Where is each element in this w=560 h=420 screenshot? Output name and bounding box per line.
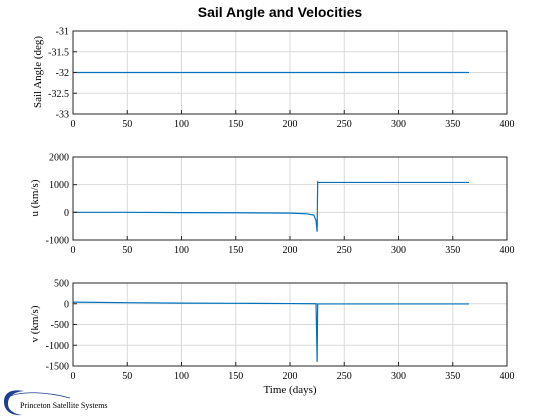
y-tick-label: 2000 bbox=[49, 153, 69, 164]
y-tick-label: -1000 bbox=[46, 341, 69, 352]
y-tick-label: -32 bbox=[56, 68, 69, 79]
x-tick-label: 50 bbox=[122, 119, 132, 130]
x-tick-label: 0 bbox=[71, 371, 76, 382]
y-tick-label: -32.5 bbox=[48, 89, 69, 100]
x-tick-label: 50 bbox=[122, 245, 132, 256]
x-tick-label: 350 bbox=[445, 245, 460, 256]
axes-box bbox=[72, 282, 508, 367]
y-tick-label: -1000 bbox=[46, 236, 69, 247]
xlabel-time: Time (days) bbox=[263, 384, 316, 396]
y-tick-label: 1000 bbox=[49, 180, 69, 191]
y-tick-label: 500 bbox=[54, 279, 69, 290]
ylabel-u: u (km/s) bbox=[29, 179, 41, 216]
ylabel-v: v (km/s) bbox=[29, 305, 41, 342]
series-line bbox=[72, 301, 470, 362]
x-tick-label: 250 bbox=[337, 119, 352, 130]
y-tick-label: -1500 bbox=[46, 362, 69, 373]
x-tick-label: 300 bbox=[391, 119, 406, 130]
x-tick-label: 100 bbox=[174, 119, 189, 130]
x-tick-label: 200 bbox=[283, 245, 298, 256]
x-tick-label: 300 bbox=[391, 371, 406, 382]
y-tick-label: -500 bbox=[51, 320, 69, 331]
x-tick-label: 100 bbox=[174, 371, 189, 382]
axes-box bbox=[72, 30, 508, 115]
x-tick-label: 200 bbox=[283, 119, 298, 130]
x-tick-label: 250 bbox=[337, 245, 352, 256]
x-tick-label: 350 bbox=[445, 371, 460, 382]
x-tick-label: 50 bbox=[122, 371, 132, 382]
subplot-sail-angle: 0 50 100 150 200 250 300 350 400 -33 -32.5 -32 -31.5… bbox=[32, 27, 515, 131]
ylabel-sail-angle: Sail Angle (deg) bbox=[32, 36, 44, 108]
logo-text: Princeton Satellite Systems bbox=[20, 401, 108, 410]
x-tick-label: 400 bbox=[500, 371, 515, 382]
x-tick-label: 300 bbox=[391, 245, 406, 256]
x-tick-label: 100 bbox=[174, 245, 189, 256]
y-tick-label: 0 bbox=[64, 299, 69, 310]
x-tick-label: 150 bbox=[228, 371, 243, 382]
chart-title: Sail Angle and Velocities bbox=[198, 4, 363, 20]
y-tick-label: -31.5 bbox=[48, 47, 69, 58]
y-tick-label: 0 bbox=[64, 208, 69, 219]
y-tick-label: -33 bbox=[56, 110, 69, 121]
axes-box bbox=[72, 156, 508, 241]
x-tick-label: 350 bbox=[445, 119, 460, 130]
x-tick-label: 200 bbox=[283, 371, 298, 382]
x-tick-label: 0 bbox=[71, 245, 76, 256]
x-tick-label: 250 bbox=[337, 371, 352, 382]
logo-arc-icon bbox=[5, 392, 71, 399]
x-tick-label: 400 bbox=[500, 119, 515, 130]
x-tick-label: 0 bbox=[71, 119, 76, 130]
x-tick-label: 400 bbox=[500, 245, 515, 256]
series-line bbox=[73, 180, 470, 232]
psslogo: Princeton Satellite Systems bbox=[4, 390, 108, 416]
y-tick-label: -31 bbox=[56, 27, 69, 38]
subplot-v-velocity: 0 50 100 150 200 250 300 350 400 -1500 -1000 -500 0 5… bbox=[29, 279, 515, 397]
x-tick-label: 150 bbox=[228, 119, 243, 130]
x-tick-label: 150 bbox=[228, 245, 243, 256]
